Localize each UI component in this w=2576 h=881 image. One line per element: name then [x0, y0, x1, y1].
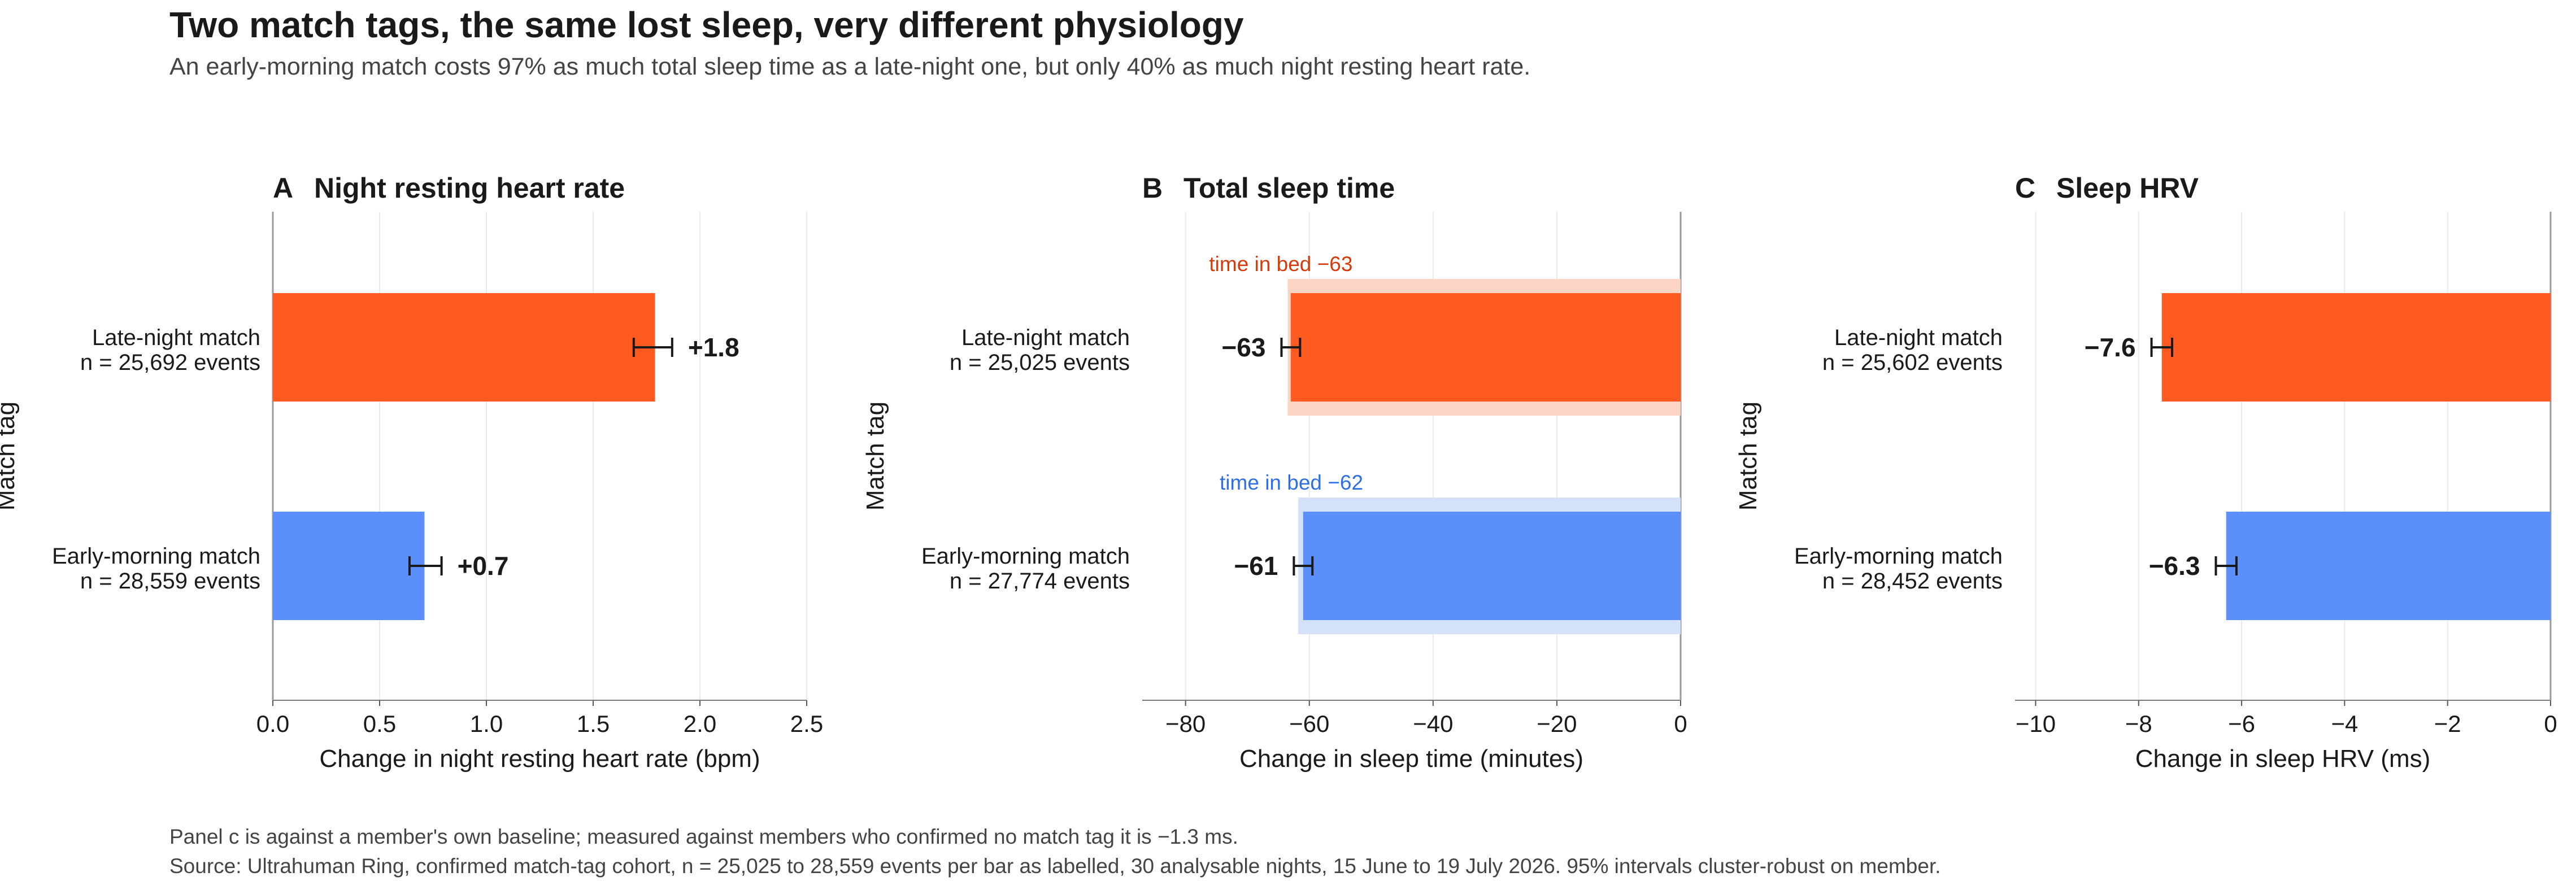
y-axis-title: Match tag — [861, 402, 889, 511]
secondary-label: time in bed −63 — [1209, 252, 1352, 276]
panel-letter: C — [2015, 172, 2035, 204]
x-tick-label: −60 — [1289, 710, 1329, 737]
panel-title: Total sleep time — [1183, 172, 1395, 204]
panel-title: Night resting heart rate — [314, 172, 625, 204]
x-tick-label: −6 — [2228, 710, 2255, 737]
category-label: Late-night match — [92, 325, 260, 350]
x-tick-label: 2.0 — [684, 710, 716, 737]
x-tick-label: 0 — [2544, 710, 2557, 737]
x-axis-title: Change in night resting heart rate (bpm) — [319, 745, 760, 773]
x-tick-label: −2 — [2434, 710, 2461, 737]
panel-b: −80 −60 −40 −20 0 B Total sleep time Change in … — [861, 172, 1687, 773]
y-axis-title: Match tag — [1734, 402, 1762, 511]
panel-letter: B — [1142, 172, 1163, 204]
bar — [2226, 512, 2551, 620]
bar — [2161, 293, 2551, 402]
value-label: +1.8 — [688, 333, 739, 362]
x-tick-label: 0.0 — [256, 710, 289, 737]
panels-group: 0.0 0.5 1.0 1.5 2.0 2.5 A Night resting heart r… — [0, 172, 2557, 773]
value-label: −7.6 — [2085, 333, 2136, 362]
x-tick-label: −10 — [2016, 710, 2056, 737]
category-n-label: n = 27,774 events — [950, 569, 1130, 594]
x-tick-label: 1.5 — [577, 710, 610, 737]
bar — [273, 512, 425, 620]
panel-title: Sleep HRV — [2056, 172, 2199, 204]
value-label: −6.3 — [2149, 551, 2200, 581]
x-tick-label: 0.5 — [363, 710, 396, 737]
category-n-label: n = 25,025 events — [950, 350, 1130, 375]
x-tick-label: 1.0 — [470, 710, 503, 737]
category-n-label: n = 25,602 events — [1822, 350, 2003, 375]
x-tick-label: −40 — [1413, 710, 1453, 737]
category-label: Early-morning match — [52, 544, 260, 569]
category-label: Late-night match — [961, 325, 1130, 350]
x-axis-title: Change in sleep time (minutes) — [1239, 745, 1583, 773]
bar — [1303, 512, 1681, 620]
panel-c: −10 −8 −6 −4 −2 0 C Sleep HRV Change in sleep HR… — [1734, 172, 2557, 773]
x-tick-label: −4 — [2331, 710, 2358, 737]
x-tick-label: 2.5 — [790, 710, 823, 737]
x-tick-label: −8 — [2125, 710, 2152, 737]
panel-a: 0.0 0.5 1.0 1.5 2.0 2.5 A Night resting heart r… — [0, 172, 823, 773]
bar — [273, 293, 655, 402]
footnote-method: Panel c is against a member's own baseli… — [169, 825, 1238, 848]
category-label: Late-night match — [1834, 325, 2003, 350]
x-axis-title: Change in sleep HRV (ms) — [2135, 745, 2431, 773]
category-n-label: n = 25,692 events — [80, 350, 260, 375]
value-label: −61 — [1234, 551, 1278, 581]
x-tick-label: 0 — [1674, 710, 1687, 737]
bar — [1290, 293, 1681, 402]
value-label: −63 — [1221, 333, 1265, 362]
footnote-source: Source: Ultrahuman Ring, confirmed match… — [169, 854, 1941, 878]
y-axis-title: Match tag — [0, 402, 20, 511]
category-n-label: n = 28,452 events — [1822, 569, 2003, 594]
x-tick-label: −80 — [1165, 710, 1206, 737]
panel-letter: A — [273, 172, 293, 204]
value-label: +0.7 — [458, 551, 509, 581]
x-tick-label: −20 — [1537, 710, 1577, 737]
chart-subtitle: An early-morning match costs 97% as much… — [169, 53, 1530, 80]
chart-title: Two match tags, the same lost sleep, ver… — [169, 5, 1244, 45]
category-n-label: n = 28,559 events — [80, 569, 260, 594]
category-label: Early-morning match — [921, 544, 1130, 569]
category-label: Early-morning match — [1794, 544, 2003, 569]
secondary-label: time in bed −62 — [1220, 471, 1363, 494]
